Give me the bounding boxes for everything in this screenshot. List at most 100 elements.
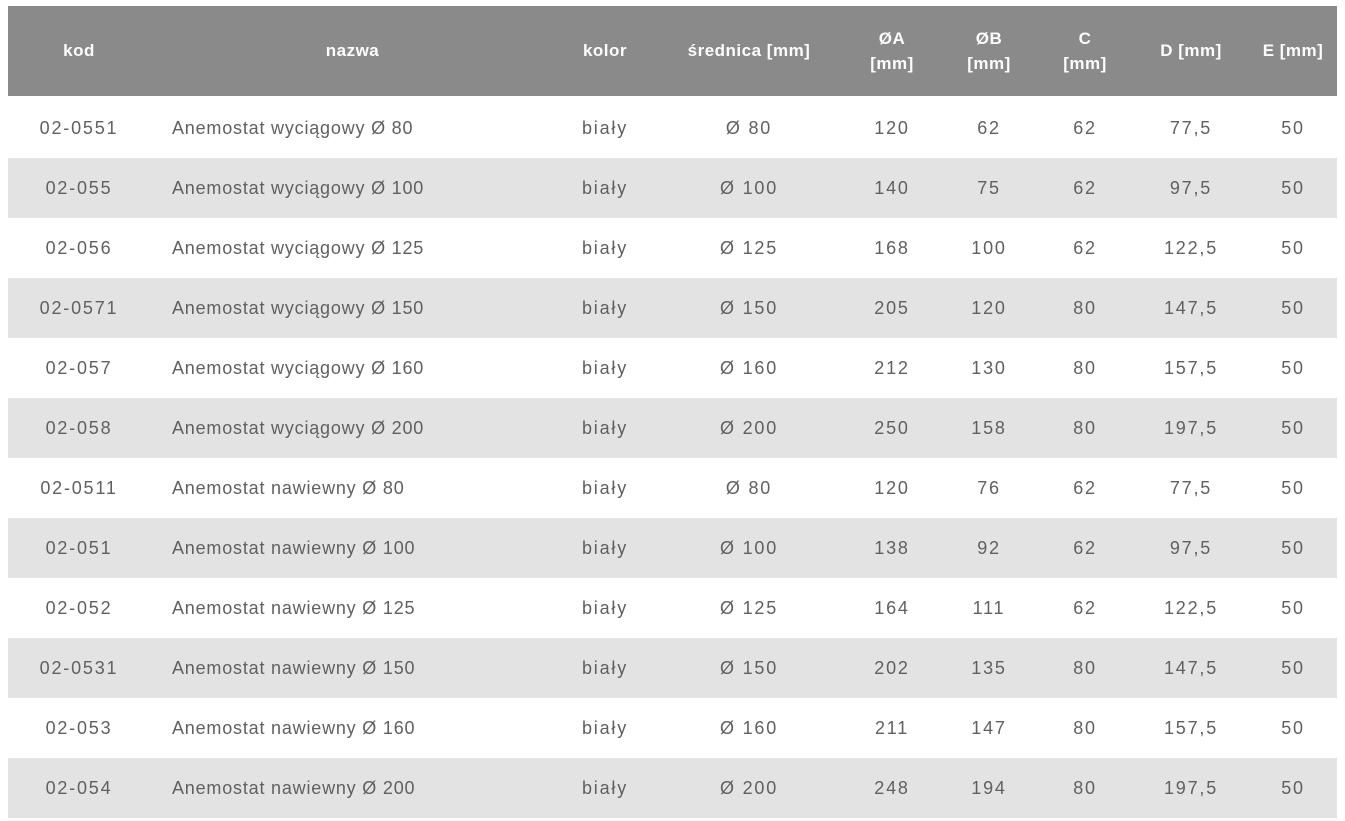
header-kolor-label: kolor <box>582 41 628 61</box>
table-row: 02-054 Anemostat nawiewny Ø 200 biały Ø 200… <box>8 758 1337 818</box>
cell-kolor: biały <box>581 717 629 738</box>
cell-nazwa: Anemostat wyciągowy Ø 200 <box>172 417 425 438</box>
table-row: 02-0531 Anemostat nawiewny Ø 150 biały Ø 15… <box>8 638 1337 698</box>
cell-e: 50 <box>1281 537 1305 558</box>
cell-kolor: biały <box>581 537 629 558</box>
cell-oa: 120 <box>874 117 910 138</box>
cell-oa: 248 <box>874 777 910 798</box>
header-kolor: kolor <box>555 6 655 98</box>
cell-e: 50 <box>1281 657 1305 678</box>
cell-d: 122,5 <box>1163 237 1219 258</box>
cell-kod: 02-0531 <box>39 657 119 678</box>
table-row: 02-052 Anemostat nawiewny Ø 125 biały Ø 125… <box>8 578 1337 638</box>
cell-ob: 92 <box>977 537 1001 558</box>
cell-e: 50 <box>1281 117 1305 138</box>
cell-e: 50 <box>1281 717 1305 738</box>
header-srednica-label: średnica [mm] <box>687 41 811 61</box>
cell-d: 77,5 <box>1169 117 1213 138</box>
cell-srednica: Ø 100 <box>719 177 779 198</box>
cell-ob: 100 <box>971 237 1007 258</box>
cell-nazwa: Anemostat wyciągowy Ø 80 <box>172 117 414 138</box>
cell-srednica: Ø 150 <box>719 657 779 678</box>
cell-kolor: biały <box>581 117 629 138</box>
cell-oa: 211 <box>874 717 910 738</box>
cell-kolor: biały <box>581 777 629 798</box>
cell-kod: 02-058 <box>45 417 113 438</box>
cell-c: 80 <box>1073 357 1097 378</box>
cell-oa: 250 <box>874 417 910 438</box>
cell-d: 97,5 <box>1169 177 1213 198</box>
cell-nazwa: Anemostat wyciągowy Ø 160 <box>172 357 425 378</box>
cell-c: 62 <box>1073 477 1097 498</box>
cell-nazwa: Anemostat nawiewny Ø 160 <box>172 717 416 738</box>
cell-srednica: Ø 150 <box>719 297 779 318</box>
cell-nazwa: Anemostat wyciągowy Ø 125 <box>172 237 425 258</box>
cell-srednica: Ø 200 <box>719 777 779 798</box>
cell-kod: 02-0571 <box>39 297 119 318</box>
cell-e: 50 <box>1281 777 1305 798</box>
cell-srednica: Ø 125 <box>719 237 779 258</box>
cell-ob: 147 <box>971 717 1007 738</box>
header-diameter-b-unit: [mm] <box>967 54 1011 73</box>
cell-d: 197,5 <box>1163 777 1219 798</box>
table-row: 02-051 Anemostat nawiewny Ø 100 biały Ø 100… <box>8 518 1337 578</box>
cell-d: 122,5 <box>1163 597 1219 618</box>
cell-kod: 02-051 <box>45 537 113 558</box>
cell-kolor: biały <box>581 477 629 498</box>
cell-ob: 111 <box>972 597 1006 618</box>
cell-c: 62 <box>1073 597 1097 618</box>
cell-kod: 02-054 <box>45 777 113 798</box>
cell-ob: 158 <box>971 417 1007 438</box>
cell-nazwa: Anemostat nawiewny Ø 150 <box>172 657 416 678</box>
cell-kod: 02-055 <box>45 177 113 198</box>
header-c-unit: [mm] <box>1063 54 1107 73</box>
cell-kod: 02-056 <box>45 237 113 258</box>
cell-srednica: Ø 80 <box>725 117 773 138</box>
cell-d: 147,5 <box>1163 297 1219 318</box>
table-row: 02-055 Anemostat wyciągowy Ø 100 biały Ø 10… <box>8 158 1337 218</box>
cell-d: 157,5 <box>1163 357 1219 378</box>
header-nazwa: nazwa <box>150 6 555 98</box>
cell-ob: 194 <box>971 777 1007 798</box>
cell-nazwa: Anemostat nawiewny Ø 125 <box>172 597 416 618</box>
header-e: E [mm] <box>1249 6 1337 98</box>
header-diameter-a-label: ØA <box>878 28 906 48</box>
cell-oa: 164 <box>874 597 910 618</box>
cell-srednica: Ø 160 <box>719 717 779 738</box>
cell-oa: 205 <box>874 297 910 318</box>
cell-srednica: Ø 160 <box>719 357 779 378</box>
cell-oa: 138 <box>874 537 910 558</box>
cell-e: 50 <box>1281 477 1305 498</box>
cell-e: 50 <box>1281 357 1305 378</box>
table-row: 02-0551 Anemostat wyciągowy Ø 80 biały Ø 80… <box>8 97 1337 158</box>
cell-e: 50 <box>1281 417 1305 438</box>
cell-kolor: biały <box>581 657 629 678</box>
cell-kod: 02-053 <box>45 717 113 738</box>
cell-ob: 75 <box>977 177 1001 198</box>
table-row: 02-056 Anemostat wyciągowy Ø 125 biały Ø 12… <box>8 218 1337 278</box>
cell-c: 80 <box>1073 717 1097 738</box>
cell-srednica: Ø 100 <box>719 537 779 558</box>
cell-c: 62 <box>1073 177 1097 198</box>
cell-nazwa: Anemostat nawiewny Ø 200 <box>172 777 416 798</box>
table-row: 02-057 Anemostat wyciągowy Ø 160 biały Ø 16… <box>8 338 1337 398</box>
cell-kolor: biały <box>581 297 629 318</box>
cell-nazwa: Anemostat nawiewny Ø 100 <box>172 537 416 558</box>
cell-oa: 212 <box>874 357 910 378</box>
cell-c: 80 <box>1073 777 1097 798</box>
cell-kod: 02-057 <box>45 357 113 378</box>
cell-srednica: Ø 80 <box>725 477 773 498</box>
cell-e: 50 <box>1281 177 1305 198</box>
header-diameter-a: ØA [mm] <box>843 6 941 98</box>
cell-c: 62 <box>1073 237 1097 258</box>
table-row: 02-058 Anemostat wyciągowy Ø 200 biały Ø 20… <box>8 398 1337 458</box>
cell-srednica: Ø 200 <box>719 417 779 438</box>
cell-d: 197,5 <box>1163 417 1219 438</box>
header-diameter-a-unit: [mm] <box>870 54 914 73</box>
header-kod: kod <box>8 6 150 98</box>
cell-kod: 02-0511 <box>40 477 118 498</box>
cell-ob: 135 <box>971 657 1007 678</box>
table-header: kod nazwa kolor średnica [mm] ØA [ <box>8 6 1337 98</box>
header-d: D [mm] <box>1133 6 1249 98</box>
